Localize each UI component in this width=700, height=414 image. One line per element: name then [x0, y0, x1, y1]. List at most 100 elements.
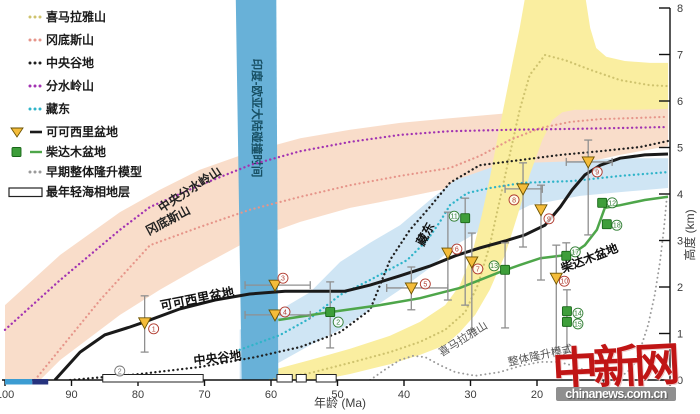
ref-number: 3 [281, 276, 285, 283]
dotted-line-swatch [28, 84, 42, 87]
ref-number-circle [558, 275, 570, 287]
legend-item: 中央谷地 [8, 54, 142, 71]
legend: 喜马拉雅山冈底斯山中央谷地分水岭山藏东可可西里盆地 柴达木盆地早期整体隆升模型 最年… [8, 8, 142, 203]
ref-number: 15 [574, 321, 582, 328]
ref-number-circle [279, 306, 291, 318]
ref-number: 9 [595, 169, 599, 176]
ref-number-circle [543, 213, 555, 225]
rect-swatch [8, 186, 43, 197]
x-axis-title: 年龄 (Ma) [314, 396, 366, 410]
ref-number: 9 [547, 216, 551, 223]
y-tick-label: 1 [677, 328, 683, 340]
ref-number-circle [277, 272, 289, 284]
y-tick-label: 0 [677, 375, 683, 387]
band-himalaya [265, 0, 668, 380]
data-point-hohxil: 6 [441, 243, 463, 260]
y-tick-label: 8 [677, 3, 683, 15]
ref-number: 13 [490, 263, 498, 270]
ref-number: 4 [283, 309, 287, 316]
axis-age-bar [32, 379, 49, 385]
ref-number: 12 [608, 200, 616, 207]
y-tick-label: 6 [677, 96, 683, 108]
x-tick-label: 20 [531, 389, 543, 401]
data-point-hohxil: 5 [404, 278, 431, 295]
data-point-hohxil: 8 [508, 183, 530, 206]
ref-number: 8 [512, 197, 516, 204]
watermark-url-bar: chinanews.com.cn [556, 387, 676, 401]
data-point-qaidam: 12 [597, 197, 618, 209]
ref-number: 10 [560, 279, 568, 286]
legend-item-label: 藏东 [46, 101, 71, 116]
dotted-line-swatch [28, 15, 42, 18]
marine-strata-box [276, 374, 293, 383]
ref-number-circle [572, 307, 584, 319]
legend-item-label: 柴达木盆地 [46, 144, 107, 159]
annotation-label: 可可西里盆地 [159, 284, 236, 313]
ref-number: 1 [152, 326, 156, 333]
x-tick-label: 70 [198, 389, 210, 401]
data-point-hohxil: 3 [268, 272, 289, 293]
curve-zangdong [238, 170, 670, 351]
ref-number: 18 [613, 223, 621, 230]
data-point-qaidam: 11 [448, 210, 471, 224]
legend-item-label: 分水岭山 [46, 78, 95, 93]
legend-item: 喜马拉雅山 [8, 8, 142, 25]
data-point-qaidam: 17 [561, 246, 581, 261]
ref-number-circle [488, 260, 500, 272]
ref-number: 5 [423, 281, 427, 288]
curve-gangdese [33, 115, 670, 380]
axis-age-bar [5, 379, 33, 385]
marine-strata-box [315, 374, 337, 383]
ref-number-circle [114, 365, 126, 377]
marine-strata-box [295, 374, 307, 383]
legend-item: 藏东 [8, 100, 142, 117]
watermark-url: chinanews.com.cn [565, 387, 667, 401]
x-tick-label: 80 [132, 389, 144, 401]
curve-central-valley [69, 139, 670, 380]
data-point-qaidam: 2 [325, 307, 344, 328]
ref-number-circle [569, 246, 581, 258]
annotation-label: 中央谷地 [193, 347, 242, 368]
y-axis-title: 高度 (km) [682, 209, 697, 260]
ref-number-circle [332, 316, 344, 328]
data-point-hohxil: 7 [465, 256, 484, 275]
collision-band [235, 0, 279, 380]
legend-item: 柴达木盆地 [8, 143, 142, 160]
ref-number-circle [606, 197, 618, 209]
data-point-qaidam: 15 [561, 316, 584, 330]
legend-item-label: 喜马拉雅山 [46, 9, 107, 24]
legend-item: 冈底斯山 [8, 31, 142, 48]
y-tick-label: 3 [677, 235, 683, 247]
curve-himalaya [268, 53, 670, 380]
ref-number-circle [572, 318, 584, 330]
y-tick-label: 4 [677, 189, 683, 201]
ref-number-circle [508, 194, 520, 206]
legend-item-label: 早期整体隆升模型 [46, 164, 143, 179]
data-point-qaidam: 18 [601, 219, 623, 231]
ref-number-circle [591, 166, 603, 178]
legend-item: 可可西里盆地 [8, 123, 142, 140]
ref-number-circle [472, 263, 484, 275]
ref-number-circle [451, 243, 463, 255]
legend-item-label: 冈底斯山 [46, 32, 95, 47]
ref-number: 14 [574, 311, 582, 318]
legend-item-label: 中央谷地 [46, 55, 95, 70]
data-point-hohxil: 9 [534, 204, 555, 225]
ref-number: 7 [476, 266, 480, 273]
x-tick-label: 60 [265, 389, 277, 401]
ref-number: 2 [118, 368, 122, 375]
legend-item-label: 最年轻海相地层 [46, 184, 131, 199]
y-tick-label: 5 [677, 142, 683, 154]
band-zangdong [239, 158, 668, 380]
legend-item-label: 可可西里盆地 [46, 124, 119, 139]
y-tick-label: 2 [677, 282, 683, 294]
marine-strata-box [102, 374, 204, 383]
dotted-line-swatch [28, 107, 42, 110]
curve-early-uplift-model [369, 194, 668, 380]
curve-watershed [3, 125, 670, 331]
legend-item: 最年轻海相地层 [8, 183, 142, 200]
dotted-line-swatch [28, 38, 42, 41]
data-point-qaidam: 13 [488, 260, 511, 275]
